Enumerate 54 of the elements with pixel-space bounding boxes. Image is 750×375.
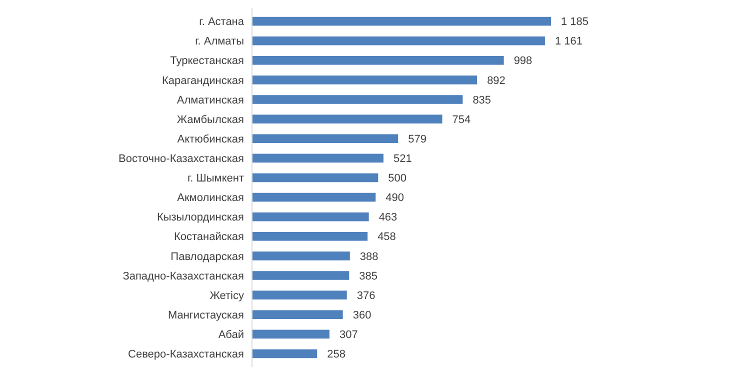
bar bbox=[252, 56, 504, 65]
y-tick-label: Костанайская bbox=[174, 231, 244, 244]
data-label: 1 185 bbox=[561, 16, 589, 28]
y-tick-label: Алматинская bbox=[176, 94, 244, 106]
y-tick-label: Восточно-Казахстанская bbox=[118, 153, 244, 166]
data-label: 360 bbox=[352, 309, 372, 322]
y-tick-label: Абай bbox=[218, 329, 244, 342]
y-tick-label: Павлодарская bbox=[170, 250, 244, 263]
bar bbox=[252, 232, 368, 241]
y-tick-label: Западно-Казахстанская bbox=[122, 270, 244, 282]
bar bbox=[252, 271, 350, 280]
data-label: 463 bbox=[378, 212, 398, 224]
bar bbox=[252, 212, 369, 222]
y-tick-label: г. Алматы bbox=[195, 36, 244, 48]
bar bbox=[252, 16, 551, 26]
y-tick-label: Жамбылская bbox=[176, 114, 244, 126]
bar bbox=[252, 154, 384, 163]
bar bbox=[252, 290, 347, 300]
data-label: 579 bbox=[408, 133, 426, 146]
bar bbox=[252, 36, 545, 46]
data-label: 754 bbox=[452, 114, 471, 126]
y-tick-label: Кызылординская bbox=[156, 212, 244, 224]
data-label: 307 bbox=[339, 329, 358, 342]
data-label: 458 bbox=[378, 231, 396, 244]
data-label: 388 bbox=[360, 250, 378, 263]
bar bbox=[252, 349, 318, 358]
y-tick-label: г. Астана bbox=[199, 16, 245, 28]
bar bbox=[252, 134, 398, 144]
data-label: 490 bbox=[386, 192, 404, 204]
data-label: 258 bbox=[327, 348, 346, 361]
bar bbox=[252, 173, 378, 182]
data-label: 385 bbox=[359, 270, 378, 282]
y-tick-label: Туркестанская bbox=[170, 55, 244, 68]
bar bbox=[252, 310, 343, 319]
bar bbox=[252, 114, 442, 124]
y-tick-label: Карагандинская bbox=[162, 74, 244, 87]
y-tick-label: Актюбинская bbox=[177, 133, 244, 146]
data-label: 835 bbox=[472, 94, 492, 106]
y-tick-label: Жетісу bbox=[210, 290, 244, 302]
bar bbox=[252, 252, 350, 260]
data-label: 1 161 bbox=[554, 36, 582, 48]
data-label: 998 bbox=[514, 55, 532, 68]
data-label: 500 bbox=[388, 172, 407, 185]
data-label: 376 bbox=[356, 290, 376, 302]
y-tick-label: Северо-Казахстанская bbox=[128, 348, 244, 361]
bar bbox=[252, 76, 478, 84]
y-tick-label: Мангистауская bbox=[168, 309, 244, 322]
bar bbox=[252, 330, 330, 339]
bar bbox=[252, 95, 463, 104]
y-tick-label: Акмолинская bbox=[177, 192, 244, 204]
y-tick-label: г. Шымкент bbox=[188, 172, 244, 185]
data-label: 892 bbox=[487, 74, 506, 87]
data-label: 521 bbox=[393, 153, 412, 166]
bar bbox=[252, 192, 376, 202]
